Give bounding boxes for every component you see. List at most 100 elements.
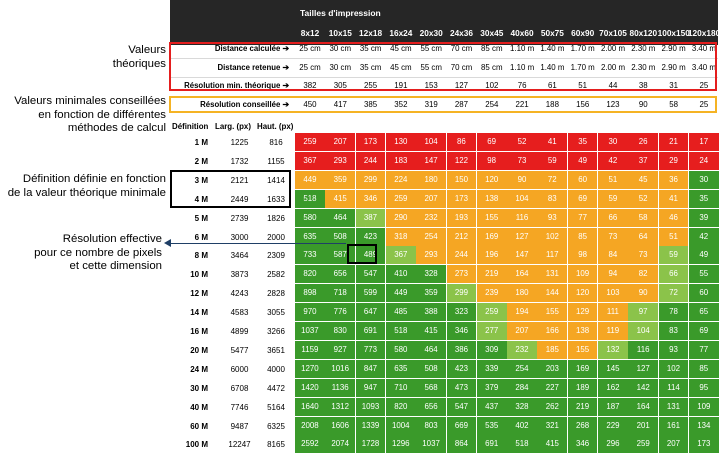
- theory-value: 25 cm: [299, 44, 321, 53]
- table-row: 14 M 4583 3055 970 776 647 485 388 323 259 194 155 1…: [170, 303, 720, 322]
- theory-row-values: 382 305 255 191 153 127 102 76 61 51 44 38 31 25: [295, 77, 719, 95]
- height-cell: 1155: [267, 156, 285, 166]
- resolution-cell: 49: [567, 151, 598, 170]
- annotation-line: Valeurs: [128, 44, 166, 56]
- theory-value: 1.10 m: [510, 44, 535, 53]
- table-row: 10 M 3873 2582 820 656 547 410 328 273 219 164 131 1…: [170, 265, 720, 284]
- definition-cell: 2 M: [194, 156, 208, 166]
- resolution-cell: 970: [295, 303, 325, 322]
- theory-value: 45 cm: [390, 44, 412, 53]
- table-row: 40 M 7746 5164 1640 1312 1093 820 656 547 437 328 2…: [170, 397, 720, 417]
- resolution-cell: 130: [385, 133, 416, 151]
- resolution-cell: 1037: [416, 435, 446, 454]
- resolution-cell: 85: [567, 227, 598, 246]
- resolution-cell: 29: [658, 151, 689, 170]
- resolution-cell: 104: [628, 322, 659, 340]
- height-cell: 4000: [267, 364, 285, 374]
- theory-value: 191: [394, 81, 408, 90]
- resolution-cell: 346: [446, 322, 477, 340]
- resolution-cell: 49: [688, 246, 719, 265]
- resolution-cell: 254: [507, 359, 537, 378]
- resolution-cell: 927: [325, 340, 356, 359]
- resolution-cell: 244: [446, 246, 477, 265]
- table-row: 24 M 6000 4000 1270 1016 847 635 508 423 339 254 20…: [170, 359, 720, 379]
- resolution-cell: 77: [567, 208, 598, 227]
- resolution-cell: 262: [537, 397, 568, 416]
- theory-value: 382: [303, 81, 317, 90]
- resolution-cell: 39: [688, 208, 719, 227]
- resolution-cell: 41: [658, 189, 689, 208]
- resolution-cells: 733 587 489 367 293 244 196 147 117 98 84 73 59 49: [295, 246, 719, 265]
- theory-value: 1.40 m: [540, 63, 565, 72]
- resolution-cell: 77: [688, 340, 719, 359]
- resolution-cell: 473: [446, 378, 477, 397]
- resolution-cell: 321: [537, 416, 568, 435]
- arrow-line: [168, 243, 346, 244]
- resolution-cell: 73: [507, 151, 537, 170]
- resolution-cell: 259: [295, 133, 325, 151]
- arrow-left-icon: [164, 239, 171, 247]
- height-cell: 1633: [267, 194, 285, 204]
- resolution-cell: 864: [446, 435, 477, 454]
- resolution-cell: 2008: [295, 416, 325, 435]
- print-size-label: 20x30: [419, 28, 443, 38]
- resolution-cell: 207: [658, 435, 689, 454]
- table-row: 4 M 2449 1633 518 415 346 259 207 173 138 104 83 69 5…: [170, 189, 720, 209]
- resolution-cell: 82: [628, 265, 659, 284]
- definition-cell: 40 M: [190, 402, 208, 412]
- theory-value: 417: [333, 100, 347, 109]
- annotation-definition: Définition définie en fonction de la val…: [0, 173, 166, 200]
- theory-value: 55 cm: [420, 63, 442, 72]
- theory-value: 188: [545, 100, 559, 109]
- theory-value: 1.70 m: [570, 44, 595, 53]
- resolution-cell: 203: [537, 359, 568, 378]
- resolution-cell: 259: [476, 303, 507, 322]
- theory-value: 3.40 m: [691, 63, 716, 72]
- definition-cell: 8 M: [194, 251, 208, 261]
- width-cell: 6000: [230, 364, 249, 374]
- table-row: 16 M 4899 3266 1037 830 691 518 415 346 277 207 166…: [170, 322, 720, 341]
- height-cell: 1414: [267, 175, 285, 185]
- resolution-cell: 847: [355, 359, 386, 378]
- resolution-cell: 259: [385, 189, 416, 208]
- height-cell: 4472: [267, 383, 285, 393]
- col-header-definition: Définition: [172, 122, 209, 131]
- resolution-cell: 131: [658, 397, 689, 416]
- resolution-cells: 580 464 387 290 232 193 155 116 93 77 66 58 46 39: [295, 208, 719, 227]
- resolution-cell: 1420: [295, 378, 325, 397]
- resolution-cell: 239: [476, 284, 507, 303]
- resolution-cell: 37: [628, 151, 659, 170]
- height-cell: 2828: [267, 289, 285, 299]
- row-divider: [170, 58, 718, 59]
- resolution-cell: 547: [355, 265, 386, 284]
- resolution-cell: 69: [567, 189, 598, 208]
- resolution-cell: 55: [688, 265, 719, 284]
- annotation-line: théoriques: [112, 57, 166, 70]
- resolution-cell: 259: [628, 435, 659, 454]
- resolution-cell: 1004: [385, 416, 416, 435]
- resolution-cell: 669: [446, 416, 477, 435]
- table-row: 60 M 9487 6325 2008 1606 1339 1004 803 669 535 402…: [170, 416, 720, 436]
- theory-row: Distance retenue ➔ 25 cm 30 cm 35 cm 45 cm 55…: [170, 59, 718, 77]
- resolution-cell: 232: [507, 340, 537, 359]
- resolution-cell: 580: [385, 340, 416, 359]
- resolution-cell: 104: [507, 189, 537, 208]
- resolution-cell: 42: [688, 227, 719, 246]
- width-cell: 3464: [230, 251, 249, 261]
- resolution-cell: 64: [628, 227, 659, 246]
- resolution-cell: 193: [446, 208, 477, 227]
- table-row: 2 M 1732 1155 367 293 244 183 147 122 98 73 59 49 42 3…: [170, 151, 720, 171]
- resolution-cell: 116: [628, 340, 659, 359]
- resolution-cell: 35: [567, 133, 598, 151]
- resolution-cell: 273: [446, 265, 477, 284]
- resolution-cell: 24: [688, 151, 719, 170]
- resolution-cell: 423: [446, 359, 477, 378]
- resolution-cell: 359: [325, 170, 356, 189]
- resolution-cell: 323: [446, 303, 477, 322]
- resolution-cell: 820: [385, 397, 416, 416]
- resolution-cell: 244: [355, 151, 386, 170]
- resolution-cell: 59: [537, 151, 568, 170]
- theory-value: 2.90 m: [661, 63, 686, 72]
- resolution-cell: 187: [598, 397, 628, 416]
- resolution-cell: 41: [537, 133, 568, 151]
